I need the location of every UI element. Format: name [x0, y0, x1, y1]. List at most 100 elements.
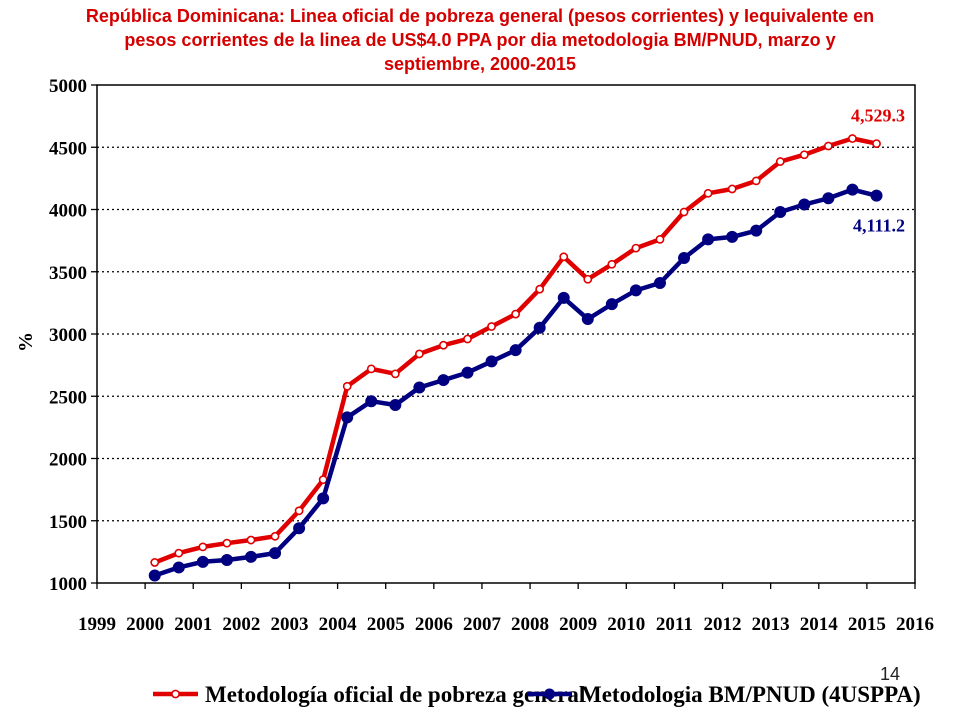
data-point — [366, 364, 376, 374]
data-point — [342, 381, 352, 391]
y-tick-label: 1500 — [49, 512, 87, 533]
data-point — [870, 189, 883, 202]
x-tick-label: 2012 — [704, 614, 742, 635]
legend-label: Metodología oficial de pobreza general — [205, 682, 585, 707]
x-tick-label: 2002 — [222, 614, 260, 635]
data-point — [294, 506, 304, 516]
chart-title-line-2: pesos corrientes de la linea de US$4.0 P… — [124, 30, 836, 50]
y-tick-label: 2000 — [49, 450, 87, 471]
data-point — [848, 134, 857, 143]
legend: Metodología oficial de pobreza generalMe… — [153, 682, 921, 707]
data-point — [559, 252, 569, 262]
data-point — [150, 558, 160, 567]
axes: 1000 1500 2000 2500 3000 3500 4000 4500 5000 1999… — [49, 76, 934, 635]
data-point — [487, 322, 496, 331]
data-point — [822, 192, 835, 205]
gridlines — [97, 146, 915, 522]
data-point — [222, 538, 232, 548]
data-point — [485, 355, 498, 368]
y-axis-label: % — [15, 332, 37, 352]
series-1: 4,529.3 — [150, 106, 905, 567]
data-point — [702, 233, 715, 246]
x-tick-label: 2010 — [607, 614, 645, 635]
data-point — [511, 309, 521, 319]
x-tick-label: 2011 — [656, 614, 693, 635]
data-point — [220, 553, 233, 566]
data-point — [798, 198, 811, 211]
y-tick-label: 4500 — [49, 138, 87, 159]
data-point — [631, 243, 641, 253]
data-point — [269, 547, 282, 560]
x-tick-label: 2014 — [800, 614, 839, 635]
series-line — [153, 187, 878, 578]
data-point — [655, 234, 665, 244]
data-point — [463, 334, 472, 344]
data-point — [439, 340, 448, 350]
data-point — [246, 535, 256, 545]
data-point — [751, 176, 761, 186]
data-point — [727, 184, 737, 194]
data-point — [148, 569, 161, 582]
legend-item-2: Metodologia BM/PNUD (4USPPA) — [527, 682, 921, 707]
y-tick-label: 4000 — [49, 201, 87, 222]
data-point — [341, 411, 354, 424]
data-point — [533, 321, 546, 334]
legend-marker — [171, 689, 180, 699]
series-2: 4,111.2 — [148, 183, 905, 582]
data-point — [437, 374, 450, 387]
data-point — [174, 548, 184, 558]
data-point — [198, 542, 208, 552]
x-tick-label: 2000 — [126, 614, 164, 635]
x-tick-label: 2016 — [896, 614, 934, 635]
data-point — [775, 157, 785, 166]
data-point — [679, 207, 689, 217]
data-point — [846, 183, 859, 196]
y-tick-label: 3000 — [49, 325, 87, 346]
x-tick-label: 2008 — [511, 614, 549, 635]
legend-marker — [544, 688, 555, 700]
data-point — [365, 395, 378, 408]
legend-item-1: Metodología oficial de pobreza general — [153, 682, 585, 707]
x-tick-label: 2003 — [270, 614, 308, 635]
data-point — [774, 205, 787, 218]
x-tick-label: 2015 — [848, 614, 886, 635]
y-tick-label: 2500 — [49, 387, 87, 408]
x-tick-label: 2009 — [559, 614, 597, 635]
data-point — [196, 555, 209, 568]
x-tick-label: 1999 — [78, 614, 116, 635]
data-point — [750, 224, 763, 237]
data-point — [799, 150, 809, 160]
y-tick-label: 5000 — [49, 76, 87, 97]
data-point — [703, 188, 713, 198]
data-point — [678, 252, 691, 265]
x-tick-label: 2006 — [415, 614, 453, 635]
x-tick-label: 2005 — [367, 614, 405, 635]
x-tick-label: 2007 — [463, 614, 502, 635]
data-point — [509, 344, 522, 357]
legend-label: Metodologia BM/PNUD (4USPPA) — [580, 682, 921, 707]
data-series: 4,529.3 4,111.2 — [148, 106, 905, 582]
data-point — [583, 274, 593, 284]
data-point — [629, 284, 642, 297]
data-point — [389, 398, 402, 411]
data-point — [390, 369, 400, 379]
x-tick-label: 2013 — [752, 614, 790, 635]
data-point — [535, 284, 545, 294]
data-point — [317, 492, 330, 505]
data-point — [581, 313, 594, 326]
data-point — [872, 139, 881, 149]
data-point — [726, 230, 739, 243]
x-tick-label: 2001 — [174, 614, 212, 635]
data-point — [461, 366, 474, 379]
data-point — [293, 522, 306, 535]
page-number: 14 — [880, 664, 901, 684]
data-label: 4,529.3 — [851, 106, 905, 126]
data-point — [557, 291, 570, 304]
y-tick-label: 3500 — [49, 263, 87, 284]
chart-title-line-1: República Dominicana: Linea oficial de p… — [85, 6, 875, 26]
data-point — [244, 550, 257, 563]
data-point — [414, 349, 424, 359]
data-label: 4,111.2 — [853, 216, 905, 236]
data-point — [607, 259, 617, 269]
